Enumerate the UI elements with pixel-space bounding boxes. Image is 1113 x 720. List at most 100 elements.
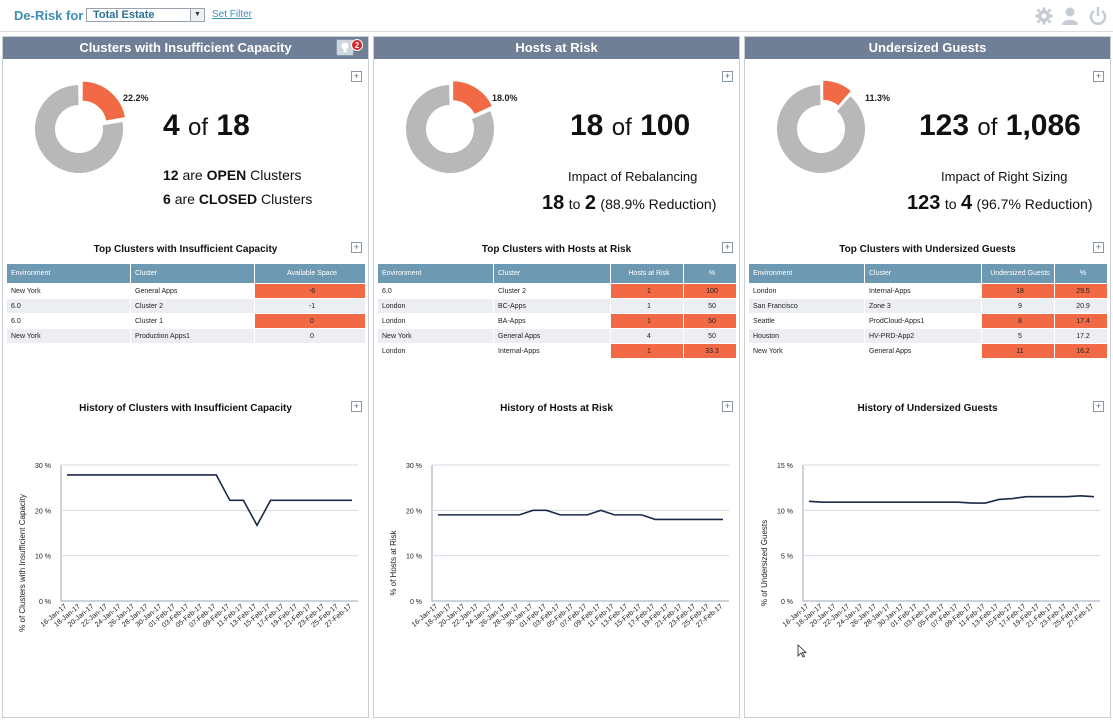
panel-hosts-at-risk: Hosts at Risk + 18.0% 18 of 100 Impact o… bbox=[373, 36, 740, 718]
reduction-stat: 18 to 2 (88.9% Reduction) bbox=[542, 192, 717, 214]
donut-slice-highlight bbox=[452, 80, 494, 116]
donut-percent-label: 11.3% bbox=[865, 93, 891, 103]
history-line-chart: 0 %10 %20 %30 %16-Jan-1718-Jan-1720-Jan-… bbox=[18, 463, 358, 632]
donut-percent-label: 22.2% bbox=[123, 93, 149, 103]
panel-title: Undersized Guests bbox=[868, 40, 987, 55]
y-axis-label: % of Undersized Guests bbox=[760, 520, 769, 606]
donut-slice-highlight bbox=[822, 79, 853, 107]
table-row[interactable]: New York General Apps 4 50 bbox=[377, 328, 737, 344]
alert-badge: 2 bbox=[351, 39, 363, 51]
table-row[interactable]: 6.0 Cluster 2 -1 bbox=[6, 298, 366, 314]
column-header[interactable]: Environment bbox=[6, 263, 131, 284]
impact-label: Impact of Rebalancing bbox=[568, 169, 698, 184]
expand-icon[interactable]: + bbox=[351, 71, 362, 82]
expand-icon[interactable]: + bbox=[1093, 71, 1104, 82]
expand-icon[interactable]: + bbox=[722, 71, 733, 82]
y-tick-label: 15 % bbox=[777, 463, 793, 470]
summary-count: 123 of 1,086 bbox=[919, 109, 1081, 142]
y-axis-label: % of Clusters with Insufficient Capacity bbox=[18, 494, 27, 632]
history-line-chart: 0 %5 %10 %15 %16-Jan-1718-Jan-1720-Jan-1… bbox=[760, 463, 1100, 629]
series-line bbox=[67, 474, 352, 527]
y-tick-label: 10 % bbox=[777, 508, 793, 515]
column-header[interactable]: Environment bbox=[748, 263, 865, 284]
summary-count: 4 of 18 bbox=[163, 109, 250, 142]
expand-icon[interactable]: + bbox=[1093, 242, 1104, 253]
clusters-table: Environment Cluster Available Space New … bbox=[6, 263, 366, 344]
scope-select[interactable]: Total Estate ▼ bbox=[86, 8, 205, 22]
expand-icon[interactable]: + bbox=[722, 242, 733, 253]
column-header[interactable]: % bbox=[683, 263, 737, 284]
column-header[interactable]: % bbox=[1054, 263, 1108, 284]
table-row[interactable]: London BC-Apps 1 50 bbox=[377, 298, 737, 314]
table-row[interactable]: Houston HV-PRD-App2 5 17.2 bbox=[748, 328, 1108, 344]
table-title: Top Clusters with Hosts at Risk bbox=[481, 244, 632, 255]
y-axis-label: % of Hosts at Risk bbox=[389, 529, 398, 595]
column-header[interactable]: Undersized Guests bbox=[981, 263, 1055, 284]
panel-undersized-guests: Undersized Guests + 11.3% 123 of 1,086 I… bbox=[744, 36, 1111, 718]
summary-count: 18 of 100 bbox=[570, 109, 691, 142]
expand-icon[interactable]: + bbox=[351, 242, 362, 253]
column-header[interactable]: Available Space bbox=[254, 263, 366, 284]
y-tick-label: 20 % bbox=[406, 508, 422, 515]
y-tick-label: 5 % bbox=[781, 554, 793, 561]
y-tick-label: 20 % bbox=[35, 508, 51, 515]
closed-clusters-stat: 6 are CLOSED Clusters bbox=[163, 191, 313, 207]
table-title: Top Clusters with Undersized Guests bbox=[839, 244, 1016, 255]
chart-title: History of Clusters with Insufficient Ca… bbox=[79, 403, 292, 414]
panel-title: Clusters with Insufficient Capacity bbox=[79, 40, 292, 55]
donut-slice-rest bbox=[777, 85, 865, 173]
table-row[interactable]: London BA-Apps 1 50 bbox=[377, 313, 737, 329]
top-bar: De-Risk for Total Estate ▼ Set Filter bbox=[0, 0, 1113, 32]
column-header[interactable]: Cluster bbox=[130, 263, 255, 284]
table-row[interactable]: San Francisco Zone 3 9 20.9 bbox=[748, 298, 1108, 314]
column-header[interactable]: Environment bbox=[377, 263, 494, 284]
hosts-table: Environment Cluster Hosts at Risk % 6.0 C… bbox=[377, 263, 737, 359]
chart-title: History of Hosts at Risk bbox=[500, 403, 613, 414]
mouse-cursor-icon bbox=[797, 644, 807, 658]
scope-select-value: Total Estate bbox=[93, 9, 155, 21]
table-row[interactable]: New York General Apps -6 bbox=[6, 283, 366, 299]
y-tick-label: 0 % bbox=[39, 599, 51, 606]
user-icon[interactable] bbox=[1060, 6, 1080, 26]
panel-header: Clusters with Insufficient Capacity 2 bbox=[3, 37, 368, 59]
expand-icon[interactable]: + bbox=[1093, 401, 1104, 412]
impact-label: Impact of Right Sizing bbox=[941, 169, 1068, 184]
open-clusters-stat: 12 are OPEN Clusters bbox=[163, 167, 302, 183]
table-row[interactable]: London Internal-Apps 18 29.5 bbox=[748, 283, 1108, 299]
table-row[interactable]: 6.0 Cluster 2 1 100 bbox=[377, 283, 737, 299]
column-header[interactable]: Hosts at Risk bbox=[610, 263, 684, 284]
column-header[interactable]: Cluster bbox=[864, 263, 982, 284]
expand-icon[interactable]: + bbox=[351, 401, 362, 412]
history-line-chart: 0 %10 %20 %30 %16-Jan-1718-Jan-1720-Jan-… bbox=[389, 463, 729, 629]
donut-chart bbox=[35, 80, 127, 173]
y-tick-label: 10 % bbox=[35, 554, 51, 561]
donut-slice-rest bbox=[406, 85, 494, 173]
panel-title: Hosts at Risk bbox=[515, 40, 598, 55]
panel-header: Hosts at Risk bbox=[374, 37, 739, 59]
page-title: De-Risk for bbox=[14, 8, 84, 23]
column-header[interactable]: Cluster bbox=[493, 263, 611, 284]
y-tick-label: 0 % bbox=[781, 599, 793, 606]
expand-icon[interactable]: + bbox=[722, 401, 733, 412]
donut-chart bbox=[777, 79, 865, 173]
guests-table: Environment Cluster Undersized Guests % … bbox=[748, 263, 1108, 359]
series-line bbox=[438, 509, 723, 521]
chevron-down-icon[interactable]: ▼ bbox=[190, 9, 204, 21]
y-tick-label: 0 % bbox=[410, 599, 422, 606]
y-tick-label: 30 % bbox=[406, 463, 422, 470]
lightbulb-icon[interactable] bbox=[336, 39, 354, 56]
chart-title: History of Undersized Guests bbox=[857, 403, 998, 414]
table-row[interactable]: Seattle ProdCloud-Apps1 8 17.4 bbox=[748, 313, 1108, 329]
gear-icon[interactable] bbox=[1034, 6, 1054, 26]
reduction-stat: 123 to 4 (96.7% Reduction) bbox=[907, 192, 1093, 214]
donut-chart bbox=[406, 80, 494, 173]
table-row[interactable]: London Internal-Apps 1 33.3 bbox=[377, 343, 737, 359]
donut-slice-highlight bbox=[81, 80, 127, 122]
table-row[interactable]: New York General Apps 11 16.2 bbox=[748, 343, 1108, 359]
power-icon[interactable] bbox=[1088, 6, 1108, 26]
donut-percent-label: 18.0% bbox=[492, 93, 518, 103]
y-tick-label: 10 % bbox=[406, 554, 422, 561]
set-filter-link[interactable]: Set Filter bbox=[212, 9, 253, 20]
table-row[interactable]: New York Production Apps1 0 bbox=[6, 328, 366, 344]
